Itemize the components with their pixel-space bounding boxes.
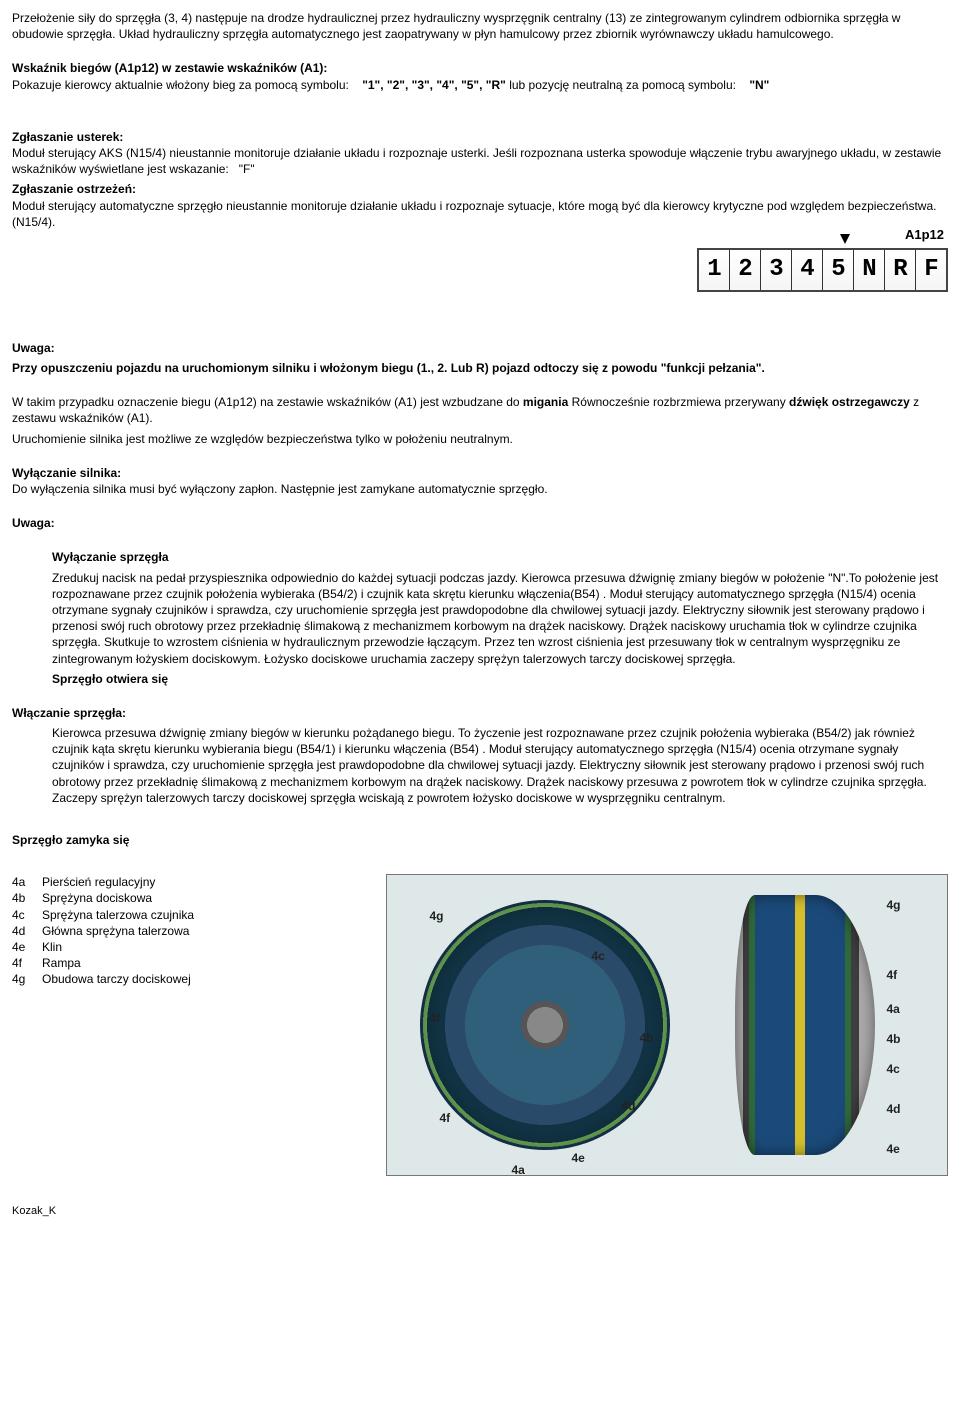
diagram-label: 4a [885,1001,902,1017]
legend-value: Pierścień regulacyjny [42,874,155,890]
gear-indicator-label: A1p12 [905,226,944,244]
clutch-diagram: 4g 4c 4b 4d 4e 4a 4f 4f 4g 4f 4a 4b 4c 4d 4e [386,874,948,1176]
diagram-label: 4d [620,1098,638,1114]
sec2-text: Moduł sterujący AKS (N15/4) nieustannie … [12,146,941,176]
gear-cell: 5 [823,250,854,290]
sec5-text: Kierowca przesuwa dźwignię zmiany biegów… [52,725,948,806]
legend-key: 4f [12,955,42,971]
legend-value: Klin [42,939,62,955]
sec2b-heading: Zgłaszanie ostrzeżeń: [12,182,136,196]
gear-cell: R [885,250,916,290]
gear-cell: F [916,250,946,290]
note1-d-c: Równocześnie rozbrzmiewa przerywany [568,395,789,409]
note-1: Uwaga: Przy opuszczeniu pojazdu na uruch… [12,340,948,376]
note1-d-a: W takim przypadku oznaczenie biegu (A1p1… [12,395,523,409]
note1-heading: Uwaga: [12,340,948,356]
legend-value: Główna sprężyna talerzowa [42,923,189,939]
clutch-engage-section: Włączanie sprzęgła: Kierowca przesuwa dź… [12,705,948,806]
legend-value: Sprężyna dociskowa [42,890,152,906]
legend-list: 4aPierścień regulacyjny4bSprężyna docisk… [12,874,212,1176]
clutch-disengage-section: Wyłączanie sprzęgła Zredukuj nacisk na p… [52,549,948,687]
diagram-label: 4e [885,1141,902,1157]
diagram-label: 4f [885,967,900,983]
note-2: Uwaga: [12,515,948,531]
arrow-down-icon [840,234,850,244]
legend-value: Sprężyna talerzowa czujnika [42,907,194,923]
legend-key: 4d [12,923,42,939]
diagram-label: 4a [510,1162,527,1178]
note1-details: W takim przypadku oznaczenie biegu (A1p1… [12,394,948,447]
diagram-label: 4b [638,1030,656,1046]
legend-item: 4eKlin [12,939,212,955]
legend-key: 4a [12,874,42,890]
diagram-label: 4c [590,948,607,964]
diagram-label: 4g [428,908,446,924]
gear-cell: 1 [699,250,730,290]
legend-key: 4g [12,971,42,987]
diagram-label: 4d [885,1101,903,1117]
sec1-text-b: lub pozycję neutralną za pomocą symbolu: [509,78,736,92]
legend-item: 4aPierścień regulacyjny [12,874,212,890]
sec6-heading: Sprzęgło zamyka się [12,832,948,848]
diagram-label: 4e [570,1150,587,1166]
sec2-heading: Zgłaszanie usterek: [12,130,123,144]
sec4-heading: Wyłączanie sprzęgła [52,549,948,565]
fault-section: Zgłaszanie usterek: Moduł sterujący AKS … [12,129,948,230]
legend-item: 4dGłówna sprężyna talerzowa [12,923,212,939]
gear-display: 12345NRF [697,248,948,292]
gear-cell: 4 [792,250,823,290]
diagram-label: 4b [885,1031,903,1047]
legend-key: 4c [12,907,42,923]
note2-heading: Uwaga: [12,515,948,531]
diagram-label: 4f [438,1110,453,1126]
legend-item: 4fRampa [12,955,212,971]
sec4-heading2: Sprzęgło otwiera się [52,671,948,687]
legend-and-diagram: 4aPierścień regulacyjny4bSprężyna docisk… [12,874,948,1176]
page-footer: Kozak_K [12,1204,948,1219]
sec1-symbols: "1", "2", "3", "4", "5", "R" [352,78,506,92]
sec5-heading: Włączanie sprzęgła: [12,705,948,721]
legend-item: 4cSprężyna talerzowa czujnika [12,907,212,923]
gear-indicator-section: Wskaźnik biegów (A1p12) w zestawie wskaź… [12,60,948,92]
diagram-label: 4c [885,1061,902,1077]
legend-key: 4b [12,890,42,906]
legend-item: 4bSprężyna dociskowa [12,890,212,906]
sec3-text: Do wyłączenia silnika musi być wyłączony… [12,482,548,496]
clutch-side-view [735,895,875,1155]
gear-cell: N [854,250,885,290]
clutch-closes-section: Sprzęgło zamyka się [12,832,948,848]
gear-cell: 2 [730,250,761,290]
sec1-symbol-n: "N" [739,78,769,92]
note1-d-b: migania [523,395,568,409]
engine-off-section: Wyłączanie silnika: Do wyłączenia silnik… [12,465,948,497]
sec1-heading: Wskaźnik biegów (A1p12) w zestawie wskaź… [12,61,327,75]
diagram-label: 4g [885,897,903,913]
legend-value: Rampa [42,955,81,971]
intro-text: Przełożenie siły do sprzęgła (3, 4) nast… [12,10,948,42]
legend-value: Obudowa tarczy dociskowej [42,971,191,987]
legend-item: 4gObudowa tarczy dociskowej [12,971,212,987]
sec2b-text: Moduł sterujący automatyczne sprzęgło ni… [12,199,936,229]
sec3-heading: Wyłączanie silnika: [12,466,121,480]
note1-text: Przy opuszczeniu pojazdu na uruchomionym… [12,360,948,376]
note1-d-d: dźwięk ostrzegawczy [789,395,910,409]
sec1-text-a: Pokazuje kierowcy aktualnie włożony bieg… [12,78,349,92]
gear-indicator-figure: A1p12 12345NRF [12,248,948,292]
diagram-label: 4f [428,1010,443,1026]
note1-p3: Uruchomienie silnika jest możliwe ze wzg… [12,431,948,447]
intro-paragraph: Przełożenie siły do sprzęgła (3, 4) nast… [12,10,948,42]
legend-key: 4e [12,939,42,955]
gear-cell: 3 [761,250,792,290]
sec4-text: Zredukuj nacisk na pedał przyspiesznika … [52,570,948,667]
